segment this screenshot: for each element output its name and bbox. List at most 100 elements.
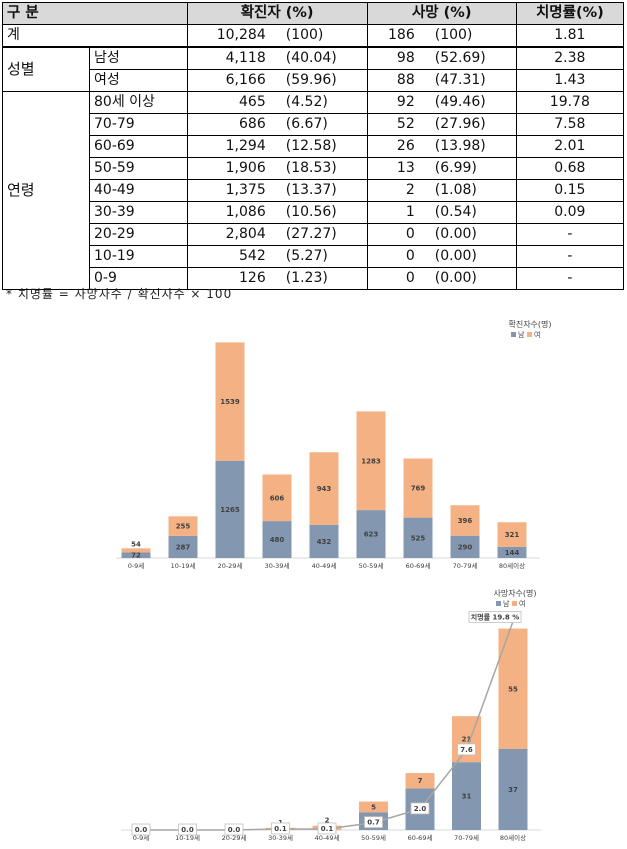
footnote: * 치명률 = 사망자수 / 확진자수 × 100: [6, 287, 233, 301]
row-cfr: -: [515, 267, 625, 290]
x-tick-label: 10-19세: [171, 561, 196, 570]
header-category: 구 분: [2, 2, 188, 25]
total-cases-pct: (100): [275, 24, 368, 48]
bar-segment: [356, 510, 386, 558]
row-cases-pct: (40.04): [275, 46, 368, 70]
bar-value-label: 321: [505, 531, 520, 539]
legend-swatch: [511, 332, 516, 337]
row-deaths-pct: (13.98): [424, 135, 517, 158]
row-cfr: 0.09: [515, 201, 625, 224]
row-deaths: 0: [366, 267, 425, 290]
cfr-label: 7.6: [460, 746, 473, 754]
x-tick-label: 10-19세: [175, 833, 200, 842]
legend-label: 여: [534, 330, 540, 339]
x-tick-label: 30-39세: [265, 561, 290, 570]
row-deaths: 1: [366, 201, 425, 224]
row-cases-pct: (5.27): [275, 245, 368, 268]
legend-label: 남: [518, 330, 525, 339]
cfr-label: 치명률 19.8 %: [471, 612, 519, 621]
row-label: 50-59: [89, 157, 188, 180]
row-deaths-pct: (1.08): [424, 179, 517, 202]
cfr-label-box: [457, 743, 476, 756]
table-row: 0-9 126 (1.23) 0 (0.00) -: [3, 267, 625, 290]
bar-value-label: 290: [458, 543, 473, 551]
legend-swatch: [512, 601, 517, 606]
row-cfr: 2.01: [515, 135, 625, 158]
bar-segment: [309, 524, 339, 558]
row-cases: 126: [186, 267, 276, 290]
bar-segment: [403, 517, 433, 558]
row-deaths-pct: (0.00): [424, 245, 517, 268]
row-cases-pct: (6.67): [275, 113, 368, 136]
row-deaths: 2: [366, 179, 425, 202]
table-row: 40-49 1,375 (13.37) 2 (1.08) 0.15: [3, 179, 625, 202]
table-row: 30-39 1,086 (10.56) 1 (0.54) 0.09: [3, 201, 625, 224]
bar-segment: [215, 342, 245, 461]
bar-segment: [498, 748, 528, 830]
row-label: 70-79: [89, 113, 188, 136]
row-cases-pct: (59.96): [275, 69, 368, 92]
bar-value-label: 432: [317, 538, 332, 546]
bar-segment: [450, 535, 480, 558]
chart-title: 확진자수(명): [508, 319, 551, 329]
cfr-label-box: [131, 823, 151, 836]
table-row: 성별 남성 4,118 (40.04) 98 (52.69) 2.38: [2, 46, 625, 92]
row-cases-pct: (13.37): [275, 179, 368, 202]
row-deaths-pct: (47.31): [424, 69, 517, 92]
bar-value-label: 396: [458, 517, 473, 525]
bar-value-label: 480: [270, 536, 285, 544]
total-row: 계 10,284 (100) 186 (100) 1.81: [2, 24, 625, 48]
row-cases-pct: (4.52): [275, 91, 368, 114]
row-cfr: -: [515, 245, 625, 268]
bar-value-label: 255: [176, 523, 191, 531]
sex-rows: 성별 남성 4,118 (40.04) 98 (52.69) 2.38 여성 6,166 (59.…: [2, 46, 625, 92]
bar-value-label: 21: [462, 736, 472, 744]
total-cfr: 1.81: [515, 24, 625, 48]
bar-value-label: 72: [131, 552, 141, 560]
stats-table: 구 분 확진자 (%) 사망 (%) 치명률(%) 계 10,284 (100)…: [2, 2, 625, 290]
row-deaths: 26: [366, 135, 425, 158]
x-tick-label: 30-39세: [268, 833, 293, 842]
table-row: 70-79 686 (6.67) 52 (27.96) 7.58: [3, 113, 625, 136]
header-cases: 확진자 (%): [186, 2, 368, 25]
cfr-label: 0.1: [321, 825, 334, 833]
bar-segment: [309, 452, 339, 525]
bar-segment: [497, 522, 527, 547]
row-deaths-pct: (0.00): [424, 267, 517, 290]
row-label: 20-29: [89, 223, 188, 246]
row-cases: 1,375: [186, 179, 276, 202]
row-cases-pct: (18.53): [275, 157, 368, 180]
bar-segment: [497, 546, 527, 558]
cfr-label-box: [317, 822, 337, 835]
row-deaths: 98: [366, 46, 425, 70]
x-tick-label: 0-9세: [133, 833, 150, 842]
total-deaths: 186: [366, 24, 425, 48]
bar-segment: [356, 411, 386, 511]
row-cases: 542: [186, 245, 276, 268]
row-label: 60-69: [89, 135, 188, 158]
table-row: 50-59 1,906 (18.53) 13 (6.99) 0.68: [3, 157, 625, 180]
bar-segment: [168, 516, 198, 536]
bar-segment: [450, 505, 480, 536]
row-label: 0-9: [89, 267, 188, 290]
row-deaths: 92: [366, 91, 425, 114]
row-label: 10-19: [89, 245, 188, 268]
bar-segment: [359, 801, 388, 813]
row-label: 여성: [89, 69, 188, 92]
bar-segment: [262, 521, 292, 558]
row-label: 40-49: [89, 179, 188, 202]
bar-value-label: 1265: [220, 506, 240, 514]
row-deaths: 88: [366, 69, 425, 92]
cfr-label-box: [410, 802, 430, 815]
row-cfr: 7.58: [515, 113, 625, 136]
x-tick-label: 70-79세: [453, 561, 478, 570]
cfr-label: 2.0: [414, 805, 427, 813]
bar-value-label: 1539: [220, 398, 240, 406]
row-deaths-pct: (27.96): [424, 113, 517, 136]
x-tick-label: 40-49세: [315, 833, 340, 842]
bar-value-label: 144: [505, 549, 520, 557]
row-deaths: 0: [366, 223, 425, 246]
total-cases: 10,284: [186, 24, 276, 48]
bar-value-label: 7: [418, 777, 423, 785]
x-tick-label: 50-59세: [359, 561, 384, 570]
